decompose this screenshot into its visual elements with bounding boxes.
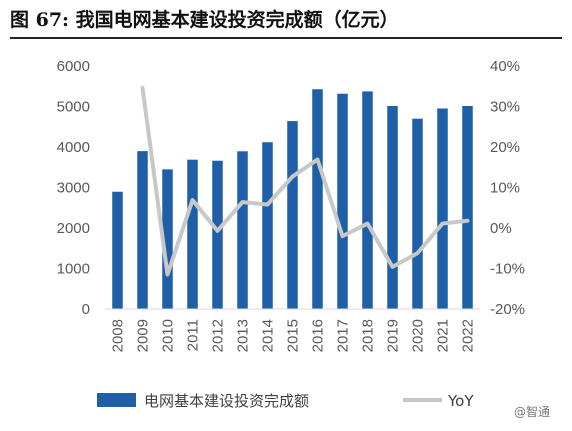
bar-series [112,89,473,310]
x-tick-2010: 2010 [160,319,177,352]
x-tick-2019: 2019 [385,319,402,352]
x-tick-2009: 2009 [135,319,152,352]
y-right-tick: 40% [490,58,520,75]
title-rule [10,37,562,39]
bar-2021 [437,108,448,309]
legend-label-line: YoY [447,392,474,410]
x-tick-2013: 2013 [235,319,252,352]
y-left-tick: 0 [82,301,90,318]
bar-2013 [237,151,248,309]
bar-2012 [212,160,223,309]
y-left-tick: 6000 [57,58,90,75]
chart-title: 图 67: 我国电网基本建设投资完成额（亿元） [10,9,399,31]
bar-2014 [262,142,273,309]
x-tick-2018: 2018 [360,319,377,352]
y-right-tick: -10% [490,261,525,278]
x-tick-2020: 2020 [410,319,427,352]
y-left-tick: 2000 [57,220,90,237]
bar-2011 [187,159,198,309]
x-tick-2011: 2011 [185,319,202,351]
y-right-tick: -20% [490,301,525,318]
x-tick-2016: 2016 [310,319,327,352]
x-tick-2014: 2014 [260,319,277,352]
y-left-tick: 4000 [57,139,90,156]
y-left-tick: 5000 [57,99,90,116]
y-right-tick: 30% [490,99,520,116]
yoy-line [140,85,470,277]
bar-2022 [462,106,473,309]
x-tick-2022: 2022 [460,319,477,352]
y-right-tick: 10% [490,180,520,197]
bar-2009 [137,151,148,309]
yoy-line-series [140,85,470,277]
y-right-tick: 0% [490,220,512,237]
bar-2010 [162,169,173,309]
bar-2020 [412,118,423,309]
bar-2018 [362,91,373,309]
legend-label-bar: 电网基本建设投资完成额 [144,392,309,410]
bar-2015 [287,121,298,309]
bar-2019 [387,106,398,309]
legend: 电网基本建设投资完成额 YoY [97,392,474,410]
bar-2017 [337,93,348,310]
legend-swatch-bar [97,393,136,407]
x-tick-2012: 2012 [210,319,227,352]
y-right-tick: 20% [490,139,520,156]
y-left-tick: 3000 [57,180,90,197]
x-tick-2017: 2017 [335,319,352,352]
watermark: @智通 [514,404,550,419]
axes: 0 1000 2000 3000 4000 5000 6000 -20% -10% 0% 10% 20… [57,58,525,352]
x-tick-2015: 2015 [285,319,302,352]
x-tick-2021: 2021 [435,319,452,352]
y-left-tick: 1000 [57,261,90,278]
bar-2016 [312,89,323,309]
x-tick-2008: 2008 [110,319,127,352]
bar-2008 [112,191,123,309]
